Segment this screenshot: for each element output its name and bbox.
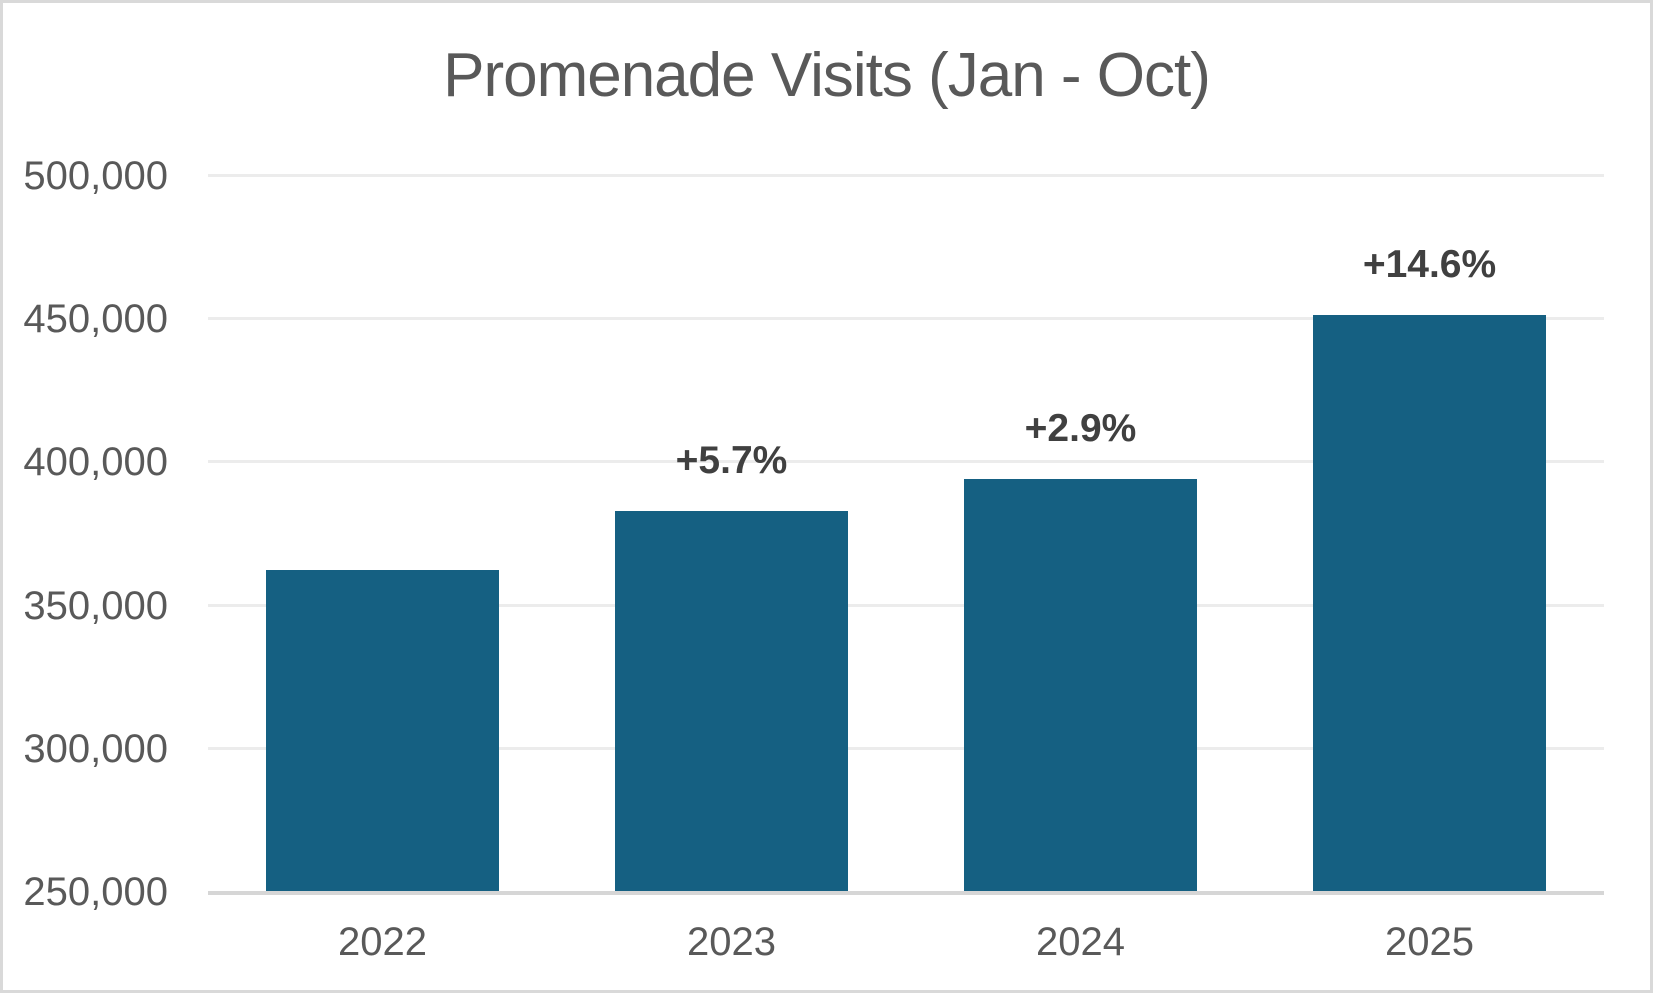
bar-2023	[615, 511, 848, 891]
y-tick-label: 400,000	[23, 440, 168, 485]
x-tick-label-2024: 2024	[1036, 920, 1125, 964]
y-gridline	[208, 460, 1604, 464]
x-tick-label-2025: 2025	[1385, 920, 1474, 964]
x-axis-line	[208, 891, 1604, 895]
y-tick-label: 250,000	[23, 870, 168, 914]
bar-value-label-2024: +2.9%	[1024, 407, 1137, 451]
y-gridline	[208, 174, 1604, 177]
y-gridline	[208, 746, 1604, 750]
y-tick-label: 500,000	[23, 154, 168, 198]
bar-value-label-2025: +14.6%	[1362, 243, 1497, 287]
x-tick-label-2023: 2023	[687, 920, 776, 964]
y-gridline	[208, 317, 1604, 321]
y-tick-label: 450,000	[23, 297, 168, 342]
bar-2022	[266, 570, 499, 891]
chart-title: Promenade Visits (Jan - Oct)	[443, 41, 1211, 110]
bar-2025	[1313, 315, 1546, 891]
bar-value-label-2023: +5.7%	[675, 439, 788, 483]
y-gridline	[208, 603, 1604, 607]
y-tick-label: 350,000	[23, 583, 168, 628]
x-tick-label-2022: 2022	[338, 920, 427, 964]
y-tick-label: 300,000	[23, 726, 168, 771]
bar-2024	[964, 479, 1197, 891]
